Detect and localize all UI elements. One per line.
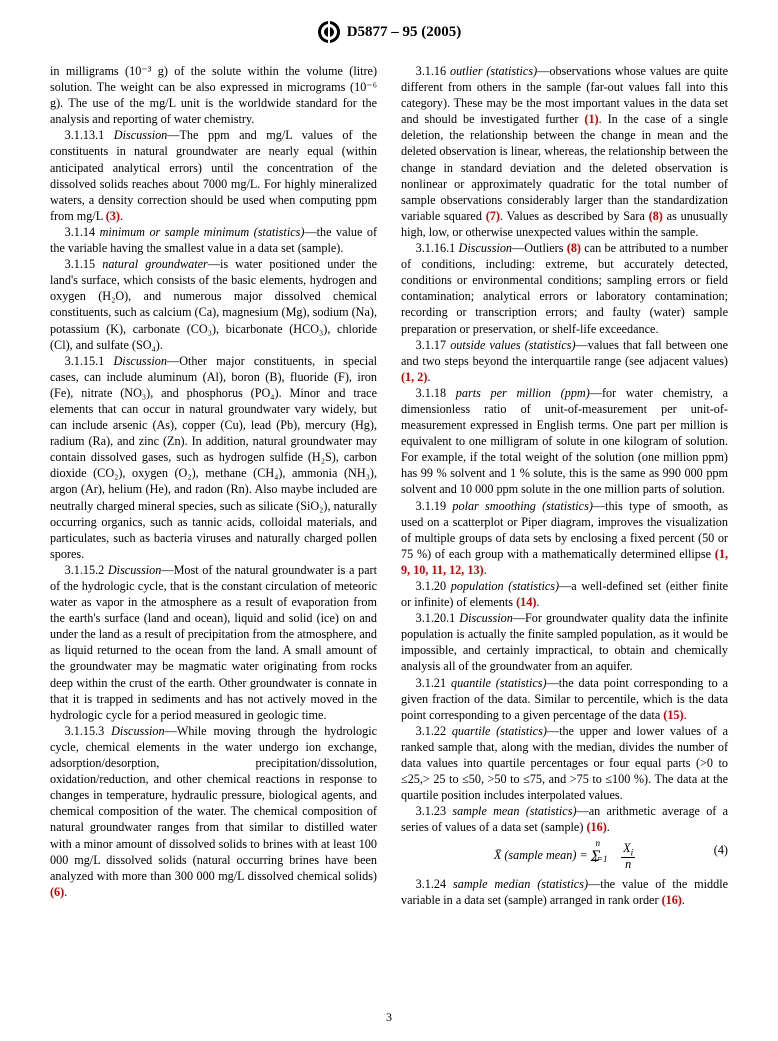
term: outside values (statistics) — [450, 338, 575, 352]
para-3-1-13-cont: in milligrams (10⁻³ g) of the solute wit… — [50, 63, 377, 127]
num: 3.1.15.1 — [65, 354, 114, 368]
num: 3.1.24 — [416, 877, 453, 891]
num: 3.1.23 — [416, 804, 453, 818]
astm-logo-icon — [317, 20, 341, 44]
text: in milligrams (10⁻³ g) of the solute wit… — [50, 64, 377, 126]
num: 3.1.20 — [416, 579, 451, 593]
page-header: D5877 – 95 (2005) — [50, 20, 728, 49]
para-3-1-18: 3.1.18 parts per million (ppm)—for water… — [401, 385, 728, 498]
para-3-1-21: 3.1.21 quantile (statistics)—the data po… — [401, 675, 728, 723]
num: 3.1.15.2 — [65, 563, 108, 577]
num: 3.1.15.3 — [65, 724, 112, 738]
equation-number: (4) — [714, 842, 728, 858]
equation-text: X̄ (sample mean) = Σi=1n Xin — [494, 848, 635, 862]
para-3-1-15-3: 3.1.15.3 Discussion—While moving through… — [50, 723, 377, 900]
ref-link[interactable]: (16) — [662, 893, 682, 907]
term: parts per million (ppm) — [456, 386, 590, 400]
text: . — [484, 563, 487, 577]
page: D5877 – 95 (2005) in milligrams (10⁻³ g)… — [0, 0, 778, 1041]
para-3-1-20-1: 3.1.20.1 Discussion—For groundwater qual… — [401, 610, 728, 674]
num: 3.1.22 — [416, 724, 452, 738]
para-3-1-13-1: 3.1.13.1 Discussion—The ppm and mg/L val… — [50, 127, 377, 224]
num: 3.1.19 — [416, 499, 453, 513]
text: . In the case of a single deletion, the … — [401, 112, 728, 223]
para-3-1-17: 3.1.17 outside values (statistics)—value… — [401, 337, 728, 385]
ref-link[interactable]: (6) — [50, 885, 64, 899]
text: —Other major constituents, in special ca… — [50, 354, 377, 561]
text: —Most of the natural groundwater is a pa… — [50, 563, 377, 722]
ref-link[interactable]: (3) — [106, 209, 120, 223]
term: natural groundwater — [102, 257, 208, 271]
heading: Discussion — [108, 563, 162, 577]
num: 3.1.13.1 — [65, 128, 114, 142]
text: . Values as described by Sara — [500, 209, 649, 223]
para-3-1-20: 3.1.20 population (statistics)—a well-de… — [401, 578, 728, 610]
heading: Discussion — [111, 724, 165, 738]
term: polar smoothing (statistics) — [452, 499, 593, 513]
heading: Discussion — [114, 128, 168, 142]
num: 3.1.15 — [65, 257, 103, 271]
term: sample median (statistics) — [453, 877, 588, 891]
text: . — [536, 595, 539, 609]
text: —Outliers — [512, 241, 567, 255]
ref-link[interactable]: (8) — [567, 241, 581, 255]
text: . — [682, 893, 685, 907]
num: 3.1.14 — [65, 225, 100, 239]
text: . — [64, 885, 67, 899]
term: sample mean (statistics) — [452, 804, 576, 818]
document-id: D5877 – 95 (2005) — [347, 24, 462, 41]
ref-link[interactable]: (14) — [516, 595, 536, 609]
num: 3.1.20.1 — [416, 611, 460, 625]
text: . — [427, 370, 430, 384]
text: can be attributed to a number of conditi… — [401, 241, 728, 335]
para-3-1-15-2: 3.1.15.2 Discussion—Most of the natural … — [50, 562, 377, 723]
para-3-1-15-1: 3.1.15.1 Discussion—Other major constitu… — [50, 353, 377, 562]
para-3-1-23: 3.1.23 sample mean (statistics)—an arith… — [401, 803, 728, 835]
ref-link[interactable]: (1) — [584, 112, 598, 126]
term: quantile (statistics) — [451, 676, 547, 690]
term: quartile (statistics) — [452, 724, 547, 738]
term: outlier (statistics) — [450, 64, 537, 78]
body-columns: in milligrams (10⁻³ g) of the solute wit… — [50, 63, 728, 908]
ref-link[interactable]: (16) — [586, 820, 606, 834]
text: —for water chemistry, a dimensionless ra… — [401, 386, 728, 497]
text: —While moving through the hydrologic cyc… — [50, 724, 377, 883]
term: population (statistics) — [451, 579, 559, 593]
para-3-1-19: 3.1.19 polar smoothing (statistics)—this… — [401, 498, 728, 578]
ref-link[interactable]: (8) — [649, 209, 663, 223]
ref-link[interactable]: (7) — [486, 209, 500, 223]
num: 3.1.17 — [416, 338, 451, 352]
text: . — [120, 209, 123, 223]
num: 3.1.16 — [416, 64, 450, 78]
text: . — [607, 820, 610, 834]
para-3-1-16: 3.1.16 outlier (statistics)—observations… — [401, 63, 728, 240]
ref-link[interactable]: (15) — [663, 708, 683, 722]
heading: Discussion — [459, 241, 513, 255]
text: . — [684, 708, 687, 722]
para-3-1-22: 3.1.22 quartile (statistics)—the upper a… — [401, 723, 728, 803]
heading: Discussion — [114, 354, 168, 368]
num: 3.1.16.1 — [416, 241, 459, 255]
para-3-1-24: 3.1.24 sample median (statistics)—the va… — [401, 876, 728, 908]
page-number: 3 — [0, 1010, 778, 1025]
para-3-1-14: 3.1.14 minimum or sample minimum (statis… — [50, 224, 377, 256]
equation-4: X̄ (sample mean) = Σi=1n Xin (4) — [401, 842, 728, 871]
ref-link[interactable]: (1, 2) — [401, 370, 427, 384]
term: minimum or sample minimum (statistics) — [100, 225, 305, 239]
num: 3.1.21 — [416, 676, 451, 690]
num: 3.1.18 — [416, 386, 456, 400]
para-3-1-15: 3.1.15 natural groundwater—is water posi… — [50, 256, 377, 353]
text: —is water positioned under the land's su… — [50, 257, 377, 351]
heading: Discussion — [459, 611, 513, 625]
text: —The ppm and mg/L values of the constitu… — [50, 128, 377, 222]
para-3-1-16-1: 3.1.16.1 Discussion—Outliers (8) can be … — [401, 240, 728, 337]
